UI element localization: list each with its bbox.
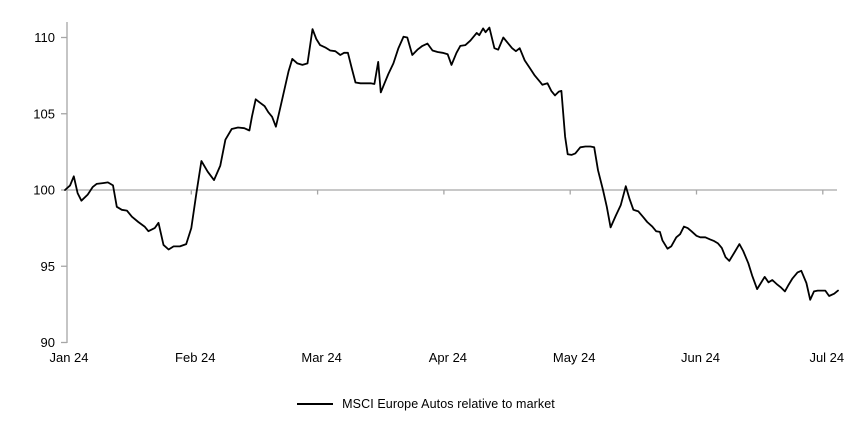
- legend-line-sample-icon: [297, 403, 334, 405]
- y-axis-label-90: 90: [41, 335, 55, 350]
- y-axis-label-100: 100: [33, 183, 55, 198]
- x-axis-label-4: May 24: [553, 350, 596, 365]
- y-axis-label-95: 95: [41, 259, 55, 274]
- x-axis-label-1: Feb 24: [175, 350, 215, 365]
- x-axis-label-0: Jan 24: [49, 350, 88, 365]
- y-axis-label-105: 105: [33, 106, 55, 121]
- legend: MSCI Europe Autos relative to market: [0, 392, 852, 411]
- x-axis-label-6: Jul 24: [809, 350, 844, 365]
- legend-item: MSCI Europe Autos relative to market: [297, 397, 555, 411]
- series-line-msci-europe-autos: [64, 26, 839, 301]
- x-axis-label-2: Mar 24: [301, 350, 341, 365]
- line-chart-canvas: 90 95 100 105 110 Jan 24 Feb 24 Mar 24 Apr 24 May…: [33, 22, 844, 365]
- legend-label: MSCI Europe Autos relative to market: [342, 397, 555, 411]
- x-axis-label-5: Jun 24: [681, 350, 720, 365]
- y-axis-label-110: 110: [34, 30, 55, 45]
- x-axis-label-3: Apr 24: [429, 350, 467, 365]
